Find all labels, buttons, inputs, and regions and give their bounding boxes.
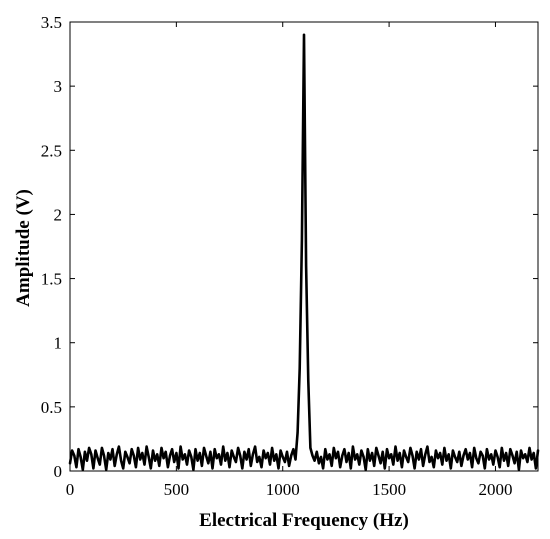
x-tick-label: 1000 (266, 480, 300, 499)
series-line-0 (68, 33, 540, 472)
x-tick-label: 500 (164, 480, 190, 499)
y-tick-label: 3.5 (41, 13, 62, 32)
axes-frame (69, 21, 539, 472)
y-tick-label: 0 (54, 462, 63, 481)
y-tick-label: 0.5 (41, 398, 62, 417)
plot-area (68, 33, 540, 472)
y-tick-label: 1 (54, 334, 63, 353)
x-tick-labels: 0 500 1000 1500 2000 (66, 480, 513, 499)
x-tick-label: 1500 (372, 480, 406, 499)
y-axis-title: Amplitude (V) (13, 189, 34, 307)
x-axis-title: Electrical Frequency (Hz) (199, 510, 409, 531)
x-tick-label: 2000 (478, 480, 512, 499)
y-tick-label: 1.5 (41, 270, 62, 289)
axes (69, 21, 539, 472)
x-tick-label: 0 (66, 480, 75, 499)
y-tick-label: 2.5 (41, 141, 62, 160)
y-tick-label: 2 (54, 205, 63, 224)
y-tick-label: 3 (54, 77, 63, 96)
y-tick-labels: 0 0.5 1 1.5 2 2.5 3 3.5 (41, 13, 62, 481)
